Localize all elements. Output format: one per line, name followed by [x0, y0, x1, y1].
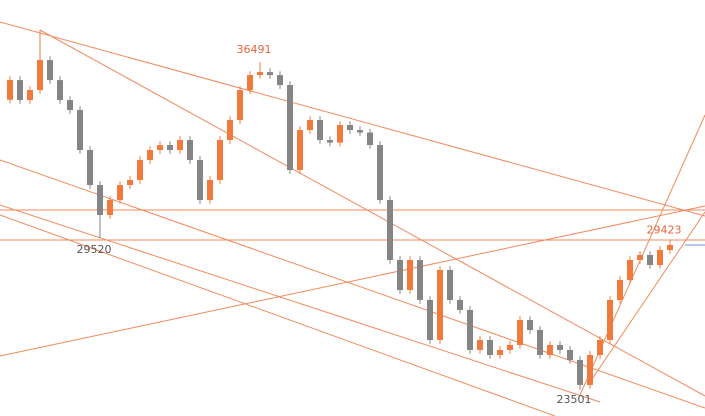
- candle-body: [517, 319, 523, 345]
- candle-body: [367, 132, 373, 146]
- candle-body: [207, 180, 213, 201]
- candle-body: [587, 354, 593, 385]
- price-label: 23501: [557, 393, 592, 406]
- candle-body: [337, 125, 343, 143]
- candle-body: [657, 250, 663, 265]
- trend-line: [0, 205, 705, 357]
- candle-body: [357, 130, 363, 133]
- candle-body: [37, 60, 43, 91]
- candle-body: [427, 299, 433, 340]
- candle-body: [307, 120, 313, 131]
- candle-body: [257, 72, 263, 76]
- candle-body: [457, 299, 463, 310]
- trend-line: [587, 211, 705, 386]
- trend-line: [0, 21, 705, 217]
- candle-body: [577, 359, 583, 385]
- price-label: 29520: [77, 243, 112, 256]
- candle-body: [377, 145, 383, 201]
- candle-body: [217, 140, 223, 181]
- price-label: 29423: [647, 223, 682, 236]
- candle-body: [137, 160, 143, 181]
- trend-lines: [0, 21, 705, 416]
- candle-body: [17, 80, 23, 101]
- candle-body: [117, 185, 123, 201]
- trend-line: [0, 214, 556, 416]
- candle-body: [297, 130, 303, 171]
- candle-body: [97, 185, 103, 216]
- candle-body: [347, 125, 353, 131]
- candle-body: [647, 255, 653, 265]
- candle-body: [187, 140, 193, 161]
- candle-body: [7, 80, 13, 100]
- candle-body: [617, 279, 623, 300]
- candle-body: [567, 349, 573, 360]
- trend-line: [0, 159, 705, 409]
- candle-body: [57, 80, 63, 101]
- candle-body: [147, 150, 153, 161]
- candle-body: [237, 90, 243, 121]
- candle-body: [327, 140, 333, 143]
- candle-body: [487, 339, 493, 355]
- candle-body: [87, 150, 93, 186]
- candle-body: [277, 75, 283, 86]
- candle-body: [397, 260, 403, 290]
- candle-body: [287, 85, 293, 171]
- candle-body: [267, 72, 273, 76]
- candle-body: [597, 339, 603, 355]
- candle-body: [437, 269, 443, 340]
- candle-body: [557, 344, 563, 350]
- candle-body: [507, 344, 513, 350]
- candle-body: [607, 299, 613, 340]
- candle-body: [467, 309, 473, 350]
- candle-body: [527, 319, 533, 330]
- candle-body: [477, 339, 483, 350]
- candle-body: [197, 160, 203, 201]
- candle-body: [247, 75, 253, 91]
- candle-body: [637, 255, 643, 260]
- trend-line: [39, 29, 705, 397]
- candle-body: [407, 260, 413, 290]
- candle-body: [547, 344, 553, 355]
- candle-body: [537, 329, 543, 355]
- candle-body: [417, 260, 423, 300]
- candle-body: [67, 100, 73, 111]
- candle-body: [447, 269, 453, 300]
- candle-body: [47, 60, 53, 81]
- candle-body: [177, 140, 183, 151]
- candle-body: [497, 349, 503, 355]
- candle-body: [667, 245, 673, 251]
- candle-body: [317, 120, 323, 141]
- price-label: 36491: [237, 43, 272, 56]
- trend-line: [0, 204, 601, 403]
- candle-body: [627, 260, 633, 280]
- candle-body: [77, 110, 83, 151]
- candle-body: [127, 180, 133, 186]
- candle-body: [227, 120, 233, 141]
- candle-body: [167, 145, 173, 151]
- candle-body: [157, 145, 163, 151]
- candle-body: [387, 200, 393, 260]
- candle-body: [27, 90, 33, 101]
- candle-body: [107, 200, 113, 216]
